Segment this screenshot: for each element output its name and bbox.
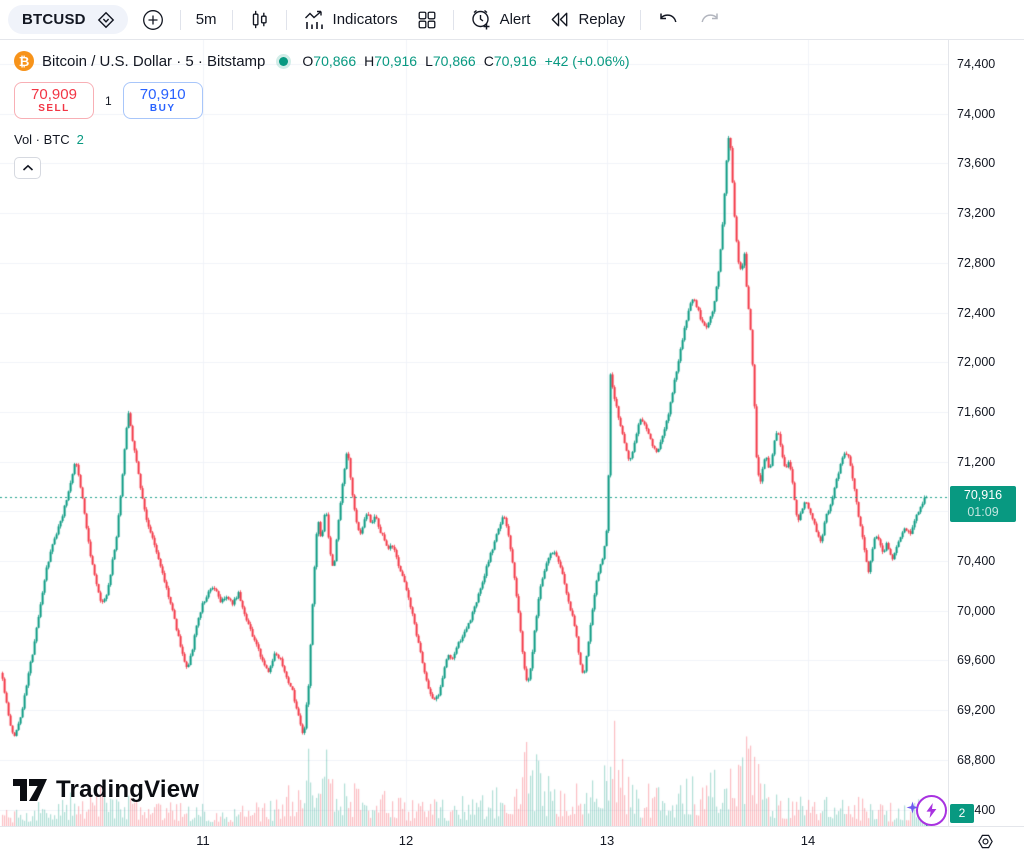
ohlc-values: O70,866 H70,916 L70,866 C70,916 +42 (+0.…	[302, 53, 630, 69]
current-price-badge: 70,916 01:09	[950, 485, 1016, 522]
redo-arrow-icon	[701, 13, 718, 22]
volume-axis-badge: 2	[950, 804, 974, 823]
toolbar-separator	[231, 9, 233, 30]
price-tick-label: 71,600	[957, 404, 996, 419]
candlestick-style-icon	[252, 10, 267, 29]
alert-clock-plus-icon	[471, 9, 490, 29]
tradingview-logo-icon	[13, 779, 47, 801]
market-status-dot	[279, 56, 289, 66]
price-tick-label: 72,000	[957, 355, 996, 370]
trade-buttons-row: 70,909 SELL 1 70,910 BUY	[14, 82, 630, 119]
price-tick-label: 74,000	[957, 106, 996, 121]
axis-settings-button[interactable]	[973, 830, 997, 852]
price-tick-label: 70,400	[957, 554, 996, 569]
chevron-up-icon	[22, 164, 33, 171]
time-tick-label: 12	[398, 833, 414, 848]
symbol-search-button[interactable]: BTCUSD	[8, 5, 128, 34]
sparkle-icon	[906, 801, 919, 814]
time-axis[interactable]: 11 12 13 14	[0, 826, 1024, 854]
layout-grid-icon	[418, 11, 436, 28]
replay-label: Replay	[578, 11, 626, 28]
toolbar-separator	[179, 9, 181, 30]
chart-type-button[interactable]	[239, 4, 280, 36]
price-tick-label: 69,200	[957, 703, 996, 718]
undo-button[interactable]	[647, 4, 689, 36]
toolbar-separator	[452, 9, 454, 30]
time-tick-label: 14	[800, 833, 816, 848]
alert-label: Alert	[499, 11, 531, 28]
chart-legend: ₿ Bitcoin / U.S. Dollar · 5 · Bitstamp O…	[14, 50, 630, 179]
symbol-title: Bitcoin / U.S. Dollar · 5 · Bitstamp	[42, 52, 266, 70]
change-value: +42 (+0.06%)	[544, 53, 630, 69]
replay-button[interactable]: Replay	[539, 4, 634, 36]
volume-legend-row[interactable]: Vol · BTC 2	[14, 132, 630, 147]
alert-button[interactable]: Alert	[460, 4, 540, 36]
interval-button[interactable]: 5m	[187, 4, 226, 36]
legend-collapse-button[interactable]	[14, 157, 41, 179]
time-tick-label: 11	[196, 833, 210, 848]
price-tick-label: 71,200	[957, 454, 996, 469]
spread-value: 1	[105, 93, 112, 108]
plus-circle-icon	[142, 9, 163, 30]
time-tick-label: 13	[599, 833, 615, 848]
current-price-value: 70,916	[963, 487, 1003, 502]
quick-actions-button[interactable]	[906, 795, 947, 826]
price-tick-label: 72,400	[957, 305, 996, 320]
layout-grid-button[interactable]	[407, 4, 447, 36]
symbol-detail-diamond-icon[interactable]	[96, 10, 116, 30]
price-tick-label: 68,800	[957, 752, 996, 767]
compare-add-symbol-button[interactable]	[132, 4, 174, 36]
buy-button[interactable]: 70,910 BUY	[122, 82, 203, 119]
price-tick-label: 74,400	[957, 56, 996, 71]
price-tick-label: 73,600	[957, 156, 996, 171]
toolbar-separator	[640, 9, 642, 30]
indicators-label: Indicators	[332, 11, 398, 28]
price-tick-label: 73,200	[957, 206, 996, 221]
bar-countdown: 01:09	[967, 504, 999, 519]
redo-button[interactable]	[689, 4, 731, 36]
volume-label: Vol · BTC	[14, 132, 70, 147]
symbol-legend-row[interactable]: ₿ Bitcoin / U.S. Dollar · 5 · Bitstamp O…	[14, 50, 630, 72]
volume-value: 2	[76, 132, 84, 147]
price-tick-label: 69,600	[957, 653, 996, 668]
sell-button[interactable]: 70,909 SELL	[14, 82, 94, 119]
indicators-button[interactable]: Indicators	[293, 4, 407, 36]
watermark-text: TradingView	[56, 776, 200, 803]
price-tick-label: 72,800	[957, 255, 996, 270]
price-axis[interactable]: 70,916 01:09 2 74,400 74,000 73,600 73,200 7…	[949, 40, 1024, 826]
price-axis-border	[948, 40, 949, 826]
replay-rewind-icon	[552, 12, 568, 27]
tradingview-watermark[interactable]: TradingView	[12, 776, 199, 804]
indicators-icon	[304, 10, 323, 29]
candlestick-chart-canvas[interactable]	[0, 40, 948, 826]
undo-arrow-icon	[660, 13, 677, 22]
lightning-bolt-icon	[926, 803, 937, 818]
top-toolbar: BTCUSD 5m	[0, 0, 1024, 40]
chart-pane: ₿ Bitcoin / U.S. Dollar · 5 · Bitstamp O…	[0, 40, 1024, 826]
bitcoin-logo-icon: ₿	[14, 51, 34, 71]
toolbar-separator	[285, 9, 287, 30]
symbol-ticker: BTCUSD	[22, 11, 86, 28]
gear-icon	[977, 834, 993, 848]
price-tick-label: 70,000	[957, 603, 996, 618]
